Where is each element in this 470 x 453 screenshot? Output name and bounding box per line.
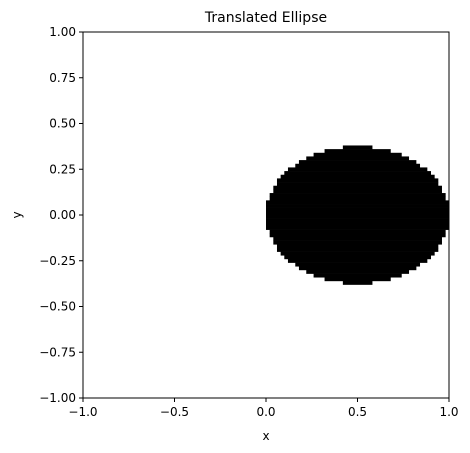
ellipse-pixel-row [298, 160, 417, 165]
ellipse-pixel-row [295, 163, 421, 168]
y-tick-label: −0.50 [39, 300, 76, 314]
ellipse-pixel-row [269, 196, 446, 201]
ellipse-pixel-row [273, 189, 442, 194]
ellipse-pixel-row [342, 145, 373, 150]
x-axis-label: x [262, 429, 269, 443]
ellipse-pixel-row [280, 174, 435, 179]
y-tick-label: 0.00 [49, 208, 76, 222]
ellipse-pixel-row [324, 277, 391, 282]
ellipse-pixel-row [266, 215, 450, 219]
ellipse-pixel-row [276, 244, 439, 249]
ellipse-pixel-row [324, 149, 391, 154]
ellipse-pixel-row [306, 156, 410, 161]
y-tick-label: −0.75 [39, 345, 76, 359]
y-tick-label: −1.00 [39, 391, 76, 405]
ellipse-pixel-row [266, 204, 450, 208]
ellipse-pixel-row [276, 182, 439, 187]
ellipse-pixel-row [269, 229, 446, 234]
plot-area [83, 32, 450, 398]
x-tick-label: 0.5 [348, 405, 367, 419]
ellipse-pixel-row [266, 225, 450, 230]
x-tick-label: −0.5 [160, 405, 189, 419]
y-tick-label: 0.75 [49, 71, 76, 85]
y-tick-label: 0.25 [49, 162, 76, 176]
y-tick-label: 0.50 [49, 117, 76, 131]
chart-title: Translated Ellipse [204, 10, 327, 26]
ellipse-pixel-row [273, 240, 442, 245]
ellipse-pixel-row [287, 167, 428, 172]
x-tick-label: −1.0 [68, 405, 97, 419]
ellipse-pixel-row [295, 262, 421, 267]
ellipse-pixel-row [313, 273, 402, 278]
ellipse-pixel-row [284, 171, 431, 176]
ellipse-pixel-row [266, 211, 450, 216]
ellipse-pixel-row [276, 247, 439, 252]
x-axis: −1.0 −0.5 0.0 0.5 1.0 [68, 398, 459, 419]
ellipse-pixel-row [298, 266, 417, 271]
ellipse-pixel-row [273, 185, 442, 190]
x-tick-label: 0.0 [256, 405, 275, 419]
x-tick-label: 1.0 [439, 405, 458, 419]
y-tick-label: −0.25 [39, 254, 76, 268]
ellipse-pixel-row [280, 251, 435, 256]
ellipse-pixel-row [266, 222, 450, 227]
ellipse-pixel-row [306, 269, 410, 274]
ellipse-pixel-row [269, 193, 446, 197]
ellipse-pixel-row [276, 178, 439, 183]
ellipse-pixel-row [266, 200, 450, 205]
ellipse-pixel-row [313, 152, 402, 157]
ellipse-pixel-row [273, 236, 442, 241]
ellipse-pixel-row [284, 255, 431, 260]
y-axis: −1.00 −0.75 −0.50 −0.25 0.00 0.25 0.50 0.75 1.00 [39, 25, 83, 405]
ellipse-pixel-row [269, 233, 446, 238]
y-tick-label: 1.00 [49, 25, 76, 39]
ellipse-pixel-row [287, 258, 428, 263]
y-axis-label: y [10, 211, 24, 218]
ellipse-pixel-row [266, 207, 450, 212]
ellipse-pixel-row [266, 218, 450, 223]
ellipse-pixel-row [342, 280, 373, 285]
